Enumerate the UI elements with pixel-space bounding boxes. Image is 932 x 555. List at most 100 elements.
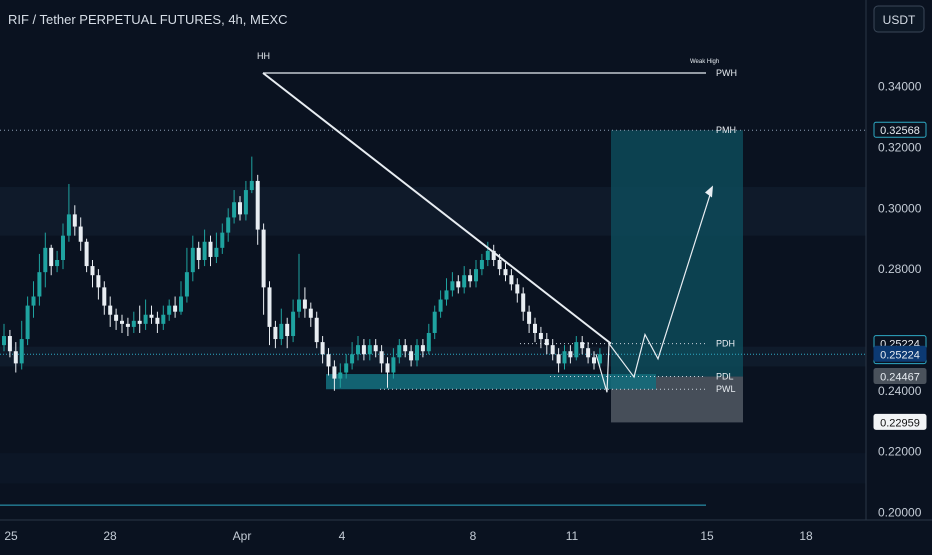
candle-body (485, 250, 490, 260)
candle-body (420, 345, 425, 352)
candle-body (184, 272, 189, 297)
support-zone (326, 374, 656, 390)
candle-body (326, 354, 331, 367)
candle-body (49, 247, 54, 267)
candle-body (19, 339, 24, 364)
candle-body (462, 275, 467, 288)
candle-body (43, 247, 48, 273)
candle-body (249, 180, 254, 191)
level-label-pdh: PDH (716, 339, 735, 349)
time-tick-label: 11 (566, 529, 579, 543)
price-tag-box (873, 368, 927, 385)
target-zone (611, 130, 743, 377)
candle-body (592, 357, 596, 364)
candle-body (544, 339, 549, 346)
candle-body (391, 357, 396, 373)
key-levels: PWH Weak High PMH PDH PDL PWL (0, 59, 866, 394)
candle-body (143, 314, 148, 324)
price-tick-label: 0.32000 (878, 140, 922, 154)
candle-body (527, 311, 532, 324)
candle-body (379, 351, 384, 364)
candle-body (521, 293, 526, 312)
candle-body (456, 281, 461, 288)
chart-title: RIF / Tether PERPETUAL FUTURES, 4h, MEXC (8, 12, 288, 27)
time-tick-label: 8 (470, 529, 477, 543)
candle-body (474, 269, 478, 282)
candle-body (432, 311, 437, 333)
candle-body (497, 260, 502, 270)
projection-path (595, 188, 713, 393)
candle-body (72, 214, 77, 227)
candle-body (155, 317, 160, 324)
price-tag-box (873, 413, 927, 430)
candle-body (167, 305, 172, 315)
candle-body (580, 342, 585, 349)
candle-body (61, 235, 65, 260)
candle-body (509, 275, 514, 285)
candle-body (273, 326, 278, 340)
candle-body (90, 266, 95, 276)
candle-body (214, 247, 219, 257)
candle-body (574, 342, 579, 358)
candle-body (31, 296, 36, 306)
projection-arrowhead (705, 185, 713, 198)
candles (2, 156, 602, 391)
candle-body (66, 214, 71, 236)
candle-body (350, 354, 355, 364)
candle-body (515, 284, 520, 294)
candle-body (533, 323, 537, 333)
candle-body (179, 296, 183, 312)
candle-body (238, 202, 242, 215)
candle-body (220, 232, 225, 248)
time-tick-label: 25 (4, 529, 18, 543)
candle-body (426, 332, 431, 352)
price-tick-label: 0.20000 (878, 505, 922, 519)
candle-body (344, 363, 349, 373)
candle-body (308, 308, 313, 318)
candle-body (338, 372, 343, 379)
candle-body (2, 336, 6, 346)
candle-body (37, 272, 42, 297)
candle-body (385, 363, 390, 373)
candle-body (415, 345, 419, 361)
candle-body (137, 320, 142, 324)
candle-body (102, 287, 107, 306)
candle-body (131, 320, 136, 327)
time-axis[interactable]: 25 28 Apr 4 8 11 15 18 (4, 529, 813, 543)
candle-body (267, 287, 272, 327)
candle-body (450, 281, 455, 291)
candle-body (468, 275, 473, 282)
candle-body (367, 345, 372, 355)
price-axis[interactable]: 0.360000.340000.320000.300000.280000.240… (878, 19, 922, 520)
currency-button[interactable]: USDT (873, 5, 925, 33)
candle-body (78, 226, 83, 242)
time-tick-label: Apr (233, 529, 252, 543)
candle-body (320, 342, 325, 355)
candle-body (255, 180, 260, 230)
candle-body (202, 241, 207, 260)
drawings: HH (257, 51, 713, 393)
candle-body (479, 260, 484, 270)
time-tick-label: 15 (700, 529, 714, 543)
candle-body (161, 314, 166, 324)
candle-body (438, 299, 443, 312)
candle-body (444, 290, 449, 300)
candle-body (356, 345, 360, 355)
candle-body (562, 351, 567, 364)
time-tick-label: 4 (339, 529, 346, 543)
candle-body (7, 336, 12, 352)
candle-body (149, 314, 154, 318)
candle-body (314, 317, 319, 343)
level-label-pwh: PWH (716, 68, 737, 78)
price-tag-box (873, 121, 927, 138)
candle-body (84, 241, 89, 267)
level-note-weak-high: Weak High (690, 59, 719, 65)
candle-body (291, 311, 296, 337)
price-tag-label: 0.32568 (880, 125, 920, 137)
time-tick-label: 28 (103, 529, 117, 543)
candle-body (96, 275, 101, 288)
candle-body (302, 299, 307, 309)
hh-label: HH (257, 51, 270, 61)
price-tick-label: 0.30000 (878, 201, 922, 215)
